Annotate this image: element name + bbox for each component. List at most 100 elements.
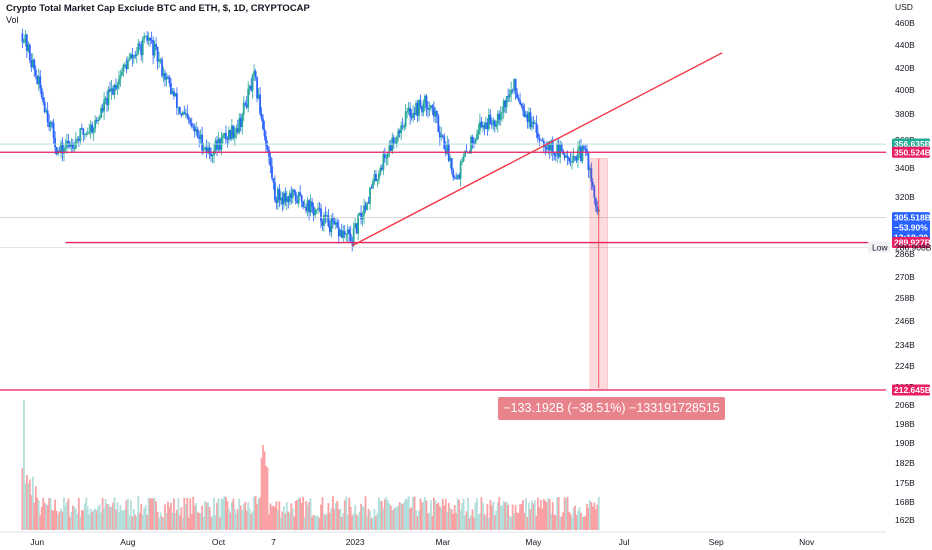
candle-body: [482, 125, 484, 128]
candle-body: [357, 215, 360, 234]
volume-bar: [63, 497, 65, 530]
candle-body: [199, 134, 202, 139]
volume-bar: [43, 502, 46, 530]
trendline: [351, 52, 723, 247]
y-tick-label: 320B: [895, 192, 915, 202]
candle-body: [412, 112, 414, 118]
candle-body: [129, 54, 132, 59]
candle-body: [471, 136, 474, 144]
volume-bar: [495, 510, 498, 530]
candle-body: [161, 59, 163, 76]
volume-bar: [216, 502, 218, 530]
volume-bar: [584, 515, 587, 530]
volume-bar: [412, 496, 414, 530]
volume-bar: [380, 501, 383, 530]
volume-bar: [184, 503, 187, 530]
candle-body: [226, 139, 229, 141]
volume-bar: [430, 500, 432, 530]
volume-bar: [456, 498, 459, 530]
candle-body: [300, 195, 303, 202]
volume-bar: [257, 498, 260, 530]
volume-bar: [27, 483, 30, 530]
volume-bar: [459, 510, 462, 530]
volume-bar: [523, 512, 526, 530]
candle-body: [288, 193, 291, 203]
candle-body: [584, 148, 587, 150]
volume-bar: [121, 510, 123, 530]
volume-bar: [441, 498, 444, 530]
candle-body: [480, 121, 483, 128]
y-tick-label: 460B: [895, 18, 915, 28]
candle-body: [192, 126, 195, 128]
volume-bar: [490, 504, 493, 530]
volume-bar: [551, 502, 554, 530]
candle-body: [201, 134, 204, 151]
y-tick-label: 400B: [895, 85, 915, 95]
volume-bar: [358, 512, 361, 530]
x-tick-label: Mar: [435, 537, 450, 547]
candle-body: [232, 125, 235, 138]
candle-body: [470, 136, 472, 154]
candle-body: [272, 178, 275, 183]
volume-bar: [501, 505, 504, 530]
candle-body: [594, 197, 597, 207]
candle-body: [33, 59, 36, 70]
volume-bar: [106, 504, 108, 530]
candle-body: [164, 73, 166, 80]
candle-body: [297, 192, 300, 204]
candle-body: [153, 44, 156, 56]
volume-bar: [470, 515, 472, 530]
volume-bar: [281, 511, 284, 530]
volume-bar: [343, 500, 346, 530]
candle-body: [92, 128, 95, 133]
volume-bar: [542, 498, 545, 530]
candle-body: [175, 93, 178, 108]
x-tick-label: 2023: [346, 537, 365, 547]
candle-body: [110, 88, 113, 92]
volume-bar: [444, 498, 447, 530]
candle-body: [372, 181, 374, 188]
candle-body: [406, 111, 409, 113]
candle-body: [389, 145, 392, 151]
measurement-label: −133.192B (−38.51%) −133191728515: [498, 397, 725, 420]
volume-bar: [95, 510, 98, 530]
volume-bar: [482, 502, 484, 530]
y-tick-label: 246B: [895, 316, 915, 326]
volume-bar: [337, 509, 340, 530]
volume-bar: [544, 500, 547, 530]
candle-body: [458, 175, 461, 179]
candle-body: [581, 146, 584, 162]
volume-bar: [443, 505, 446, 530]
volume-bar: [514, 505, 517, 530]
volume-bar: [77, 498, 80, 530]
volume-bar: [553, 514, 556, 530]
volume-bar: [510, 517, 513, 530]
candle-body: [72, 143, 74, 149]
candle-body: [177, 107, 180, 109]
candle-body: [167, 76, 169, 78]
candle-body: [140, 45, 143, 56]
candle-body: [73, 148, 76, 150]
candle-body: [474, 139, 477, 145]
candle-body: [516, 92, 518, 99]
candle-body: [419, 100, 422, 107]
volume-bar: [446, 512, 449, 530]
volume-bar: [227, 508, 230, 530]
y-tick-label: 420B: [895, 63, 915, 73]
volume-bar: [352, 513, 355, 530]
candle-body: [379, 167, 382, 175]
volume-bar: [324, 515, 327, 530]
candle-body: [507, 96, 510, 98]
candle-body: [268, 149, 270, 157]
candle-body: [431, 105, 434, 108]
volume-bar: [565, 498, 567, 530]
candle-body: [278, 188, 281, 201]
volume-bar: [370, 517, 373, 530]
volume-bar: [496, 502, 499, 530]
candle-body: [513, 79, 516, 90]
volume-bar: [226, 501, 229, 530]
volume-bar: [580, 513, 582, 530]
volume-bar: [375, 515, 377, 530]
candle-body: [277, 188, 279, 203]
